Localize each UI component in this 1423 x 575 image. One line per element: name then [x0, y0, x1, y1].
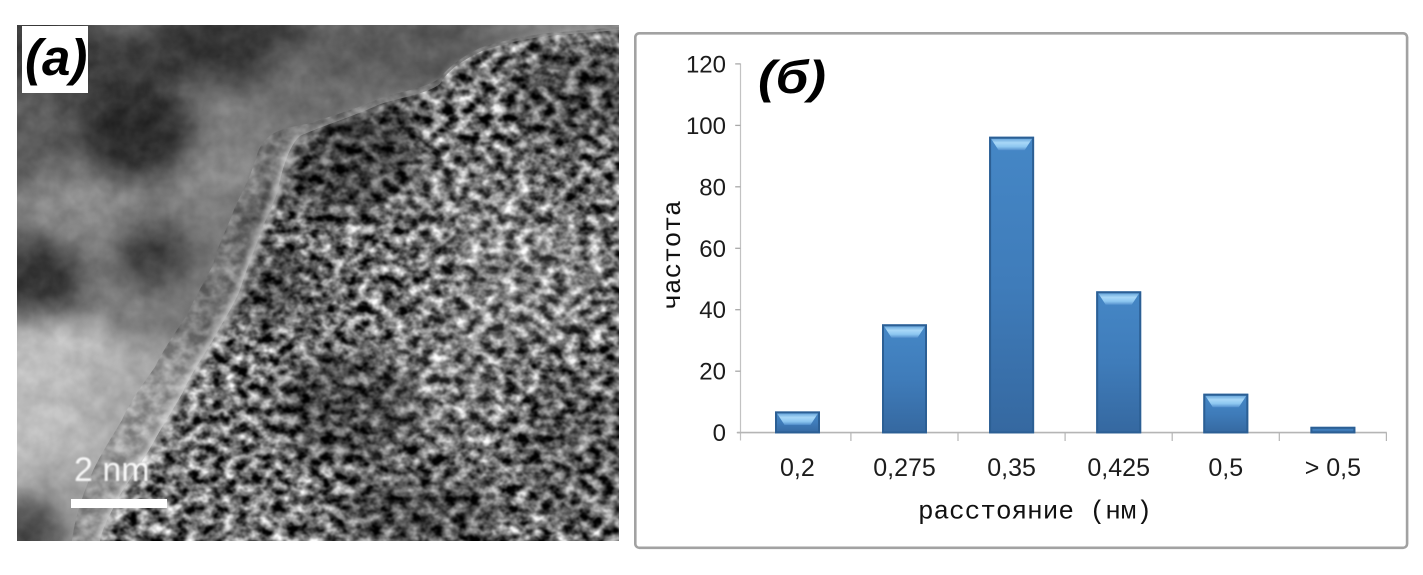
svg-text:0: 0 [713, 420, 726, 447]
svg-text:0,5: 0,5 [1208, 454, 1243, 482]
svg-text:2 nm: 2 nm [74, 451, 150, 489]
svg-text:0,275: 0,275 [873, 454, 936, 482]
svg-text:(a): (a) [25, 29, 87, 86]
svg-text:60: 60 [699, 236, 726, 263]
svg-text:расстояние (нм): расстояние (нм) [918, 497, 1152, 527]
svg-text:0,35: 0,35 [987, 454, 1036, 482]
svg-text:0,425: 0,425 [1087, 454, 1150, 482]
svg-text:(б): (б) [758, 51, 826, 103]
svg-text:120: 120 [686, 51, 726, 78]
svg-text:80: 80 [699, 174, 726, 201]
svg-text:40: 40 [699, 297, 726, 324]
svg-text:100: 100 [686, 113, 726, 140]
svg-text:> 0,5: > 0,5 [1305, 454, 1361, 482]
svg-text:20: 20 [699, 359, 726, 386]
svg-text:частота: частота [658, 200, 688, 309]
svg-text:0,2: 0,2 [780, 454, 815, 482]
